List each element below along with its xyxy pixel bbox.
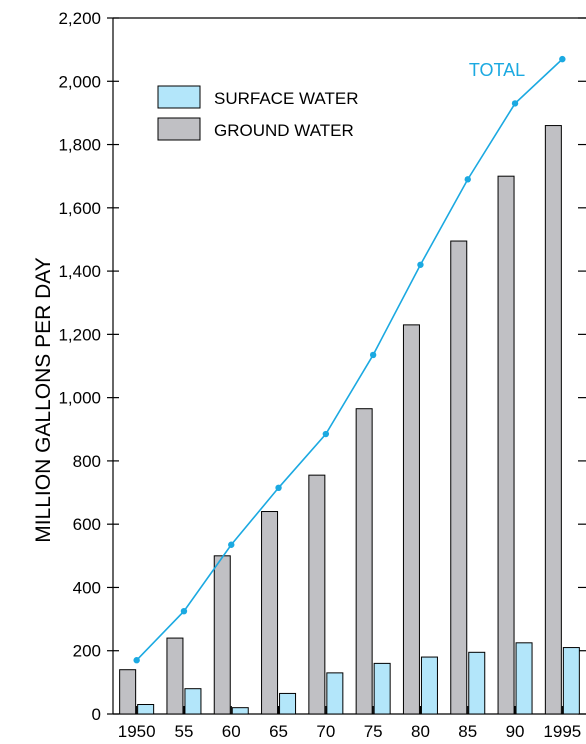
x-tick-label: 65 — [269, 722, 288, 741]
total-point — [511, 100, 519, 107]
total-line-layer — [133, 55, 566, 664]
total-point — [417, 261, 424, 268]
ground-water-bar — [450, 240, 468, 715]
y-tick-label: 1,000 — [58, 389, 101, 408]
total-point — [275, 484, 282, 491]
surface-water-bar — [562, 647, 580, 715]
ground-water-bar — [355, 408, 373, 715]
total-point — [464, 176, 471, 183]
x-tick-label: 80 — [411, 722, 430, 741]
x-tick-label: 90 — [506, 722, 525, 741]
legend: SURFACE WATER GROUND WATER — [157, 85, 359, 141]
y-tick-label: 1,800 — [58, 136, 101, 155]
legend-swatch — [157, 85, 201, 109]
y-tick-label: 0 — [92, 705, 101, 724]
y-axis: 0 200 400 600 800 1,000 1,200 1,400 1,600 1,800 2,… — [58, 9, 586, 724]
total-point — [180, 607, 188, 615]
y-tick-label: 400 — [73, 578, 101, 597]
x-tick-label: 75 — [364, 722, 383, 741]
x-tick-label: 85 — [458, 722, 477, 741]
total-point — [322, 430, 330, 438]
y-tick-label: 600 — [73, 515, 101, 534]
x-tick-label: 55 — [174, 722, 193, 741]
ground-water-bar — [119, 669, 137, 715]
surface-water-bar — [326, 672, 344, 715]
y-tick-label: 200 — [73, 642, 101, 661]
y-tick-label: 1,600 — [58, 199, 101, 218]
ground-water-bar — [166, 637, 184, 715]
y-axis-label: MILLION GALLONS PER DAY — [32, 257, 55, 543]
surface-water-bar — [279, 692, 297, 715]
surface-water-bar — [137, 704, 155, 715]
x-tick-label: 1950 — [118, 722, 156, 741]
ground-water-bar — [213, 555, 231, 715]
x-tick-label: 1995 — [543, 722, 581, 741]
ground-water-bar — [497, 175, 515, 715]
bars — [119, 125, 580, 715]
surface-water-bar — [420, 656, 438, 715]
total-point — [133, 657, 140, 664]
y-tick-label: 2,000 — [58, 72, 101, 91]
x-tick-label: 70 — [316, 722, 335, 741]
surface-water-bar — [184, 688, 202, 715]
total-point — [559, 55, 566, 63]
total-point — [228, 541, 235, 548]
y-tick-label: 2,200 — [58, 9, 101, 28]
x-axis: 1950 55 60 65 70 75 80 85 90 1995 — [113, 17, 586, 741]
legend-label: SURFACE WATER — [214, 89, 359, 108]
surface-water-bar — [515, 642, 533, 715]
ground-water-bar — [261, 511, 279, 715]
ground-water-bar — [544, 125, 562, 715]
total-line-label: TOTAL — [469, 60, 525, 80]
y-tick-label: 1,400 — [58, 262, 101, 281]
y-tick-label: 800 — [73, 452, 101, 471]
total-point — [369, 351, 377, 359]
legend-label: GROUND WATER — [214, 121, 354, 140]
ground-water-bar — [402, 324, 420, 715]
y-tick-label: 1,200 — [58, 325, 101, 344]
ground-water-bar — [308, 474, 326, 715]
surface-water-bar — [468, 651, 486, 715]
surface-water-bar — [231, 707, 249, 715]
x-tick-label: 60 — [222, 722, 241, 741]
total-line — [136, 58, 563, 661]
surface-water-bar — [373, 662, 391, 715]
legend-swatch — [157, 117, 201, 141]
